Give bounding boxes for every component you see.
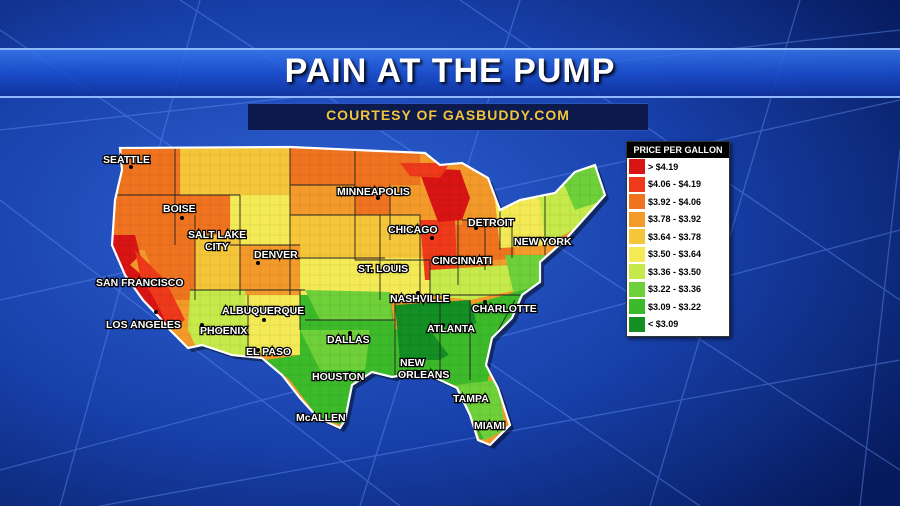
legend-label: > $4.19	[648, 161, 679, 172]
legend-label: $3.22 - $3.36	[648, 284, 702, 295]
city-label-san-francisco: SAN FRANCISCO	[96, 277, 184, 289]
legend-swatch	[629, 211, 645, 227]
legend-swatch	[629, 229, 645, 245]
legend-title: PRICE PER GALLON	[627, 142, 729, 158]
city-label-new-york: NEW YORK	[514, 236, 572, 248]
page-title: PAIN AT THE PUMP	[284, 52, 616, 90]
subtitle-bar	[248, 103, 648, 131]
legend-label: $3.36 - $3.50	[648, 266, 702, 277]
city-label-tampa: TAMPA	[453, 393, 489, 405]
city-label-detroit: DETROIT	[468, 217, 515, 229]
legend-swatch	[629, 264, 645, 280]
legend-item: $3.64 - $3.78	[627, 228, 729, 246]
legend-label: $3.50 - $3.64	[648, 249, 702, 260]
city-label-phoenix: PHOENIX	[200, 325, 247, 337]
city-label-el-paso: EL PASO	[246, 346, 291, 358]
legend-item: $3.09 - $3.22	[627, 298, 729, 316]
legend-item: < $3.09	[627, 316, 729, 334]
legend-label: $3.78 - $3.92	[648, 214, 702, 225]
city-label-atlanta: ATLANTA	[427, 323, 475, 335]
title-banner	[0, 48, 900, 98]
legend-item: $3.36 - $3.50	[627, 263, 729, 281]
city-label-cincinnati: CINCINNATI	[432, 255, 492, 267]
city-label-miami: MIAMI	[474, 420, 505, 432]
legend-swatch	[629, 316, 645, 332]
legend-label: $3.64 - $3.78	[648, 231, 702, 242]
legend-item: $4.06 - $4.19	[627, 176, 729, 194]
city-label-chicago: CHICAGO	[388, 224, 438, 236]
city-label-denver: DENVER	[254, 249, 298, 261]
city-label-new-orleans: NEW	[400, 357, 425, 369]
city-label-dallas: DALLAS	[327, 334, 370, 346]
city-label-salt-lake-city: SALT LAKE	[188, 229, 246, 241]
legend-item: > $4.19	[627, 158, 729, 176]
price-legend: PRICE PER GALLON > $4.19 $4.06 - $4.19 $3.…	[626, 141, 730, 337]
city-label-seattle: SEATTLE	[103, 154, 150, 166]
city-label-mcallen: McALLEN	[296, 412, 346, 424]
city-label-los-angeles: LOS ANGELES	[106, 319, 181, 331]
city-label-houston: HOUSTON	[312, 371, 364, 383]
city-label-charlotte: CHARLOTTE	[472, 303, 537, 315]
legend-swatch	[629, 159, 645, 175]
city-label-albuquerque: ALBUQUERQUE	[222, 305, 304, 317]
legend-swatch	[629, 246, 645, 262]
city-label-new-orleans-2: ORLEANS	[398, 369, 449, 381]
legend-label: < $3.09	[648, 319, 679, 330]
legend-swatch	[629, 281, 645, 297]
legend-label: $3.09 - $3.22	[648, 301, 702, 312]
city-label-salt-lake-city-2: CITY	[205, 241, 229, 253]
city-label-st-louis: ST. LOUIS	[358, 263, 408, 275]
page-subtitle: COURTESY OF GASBUDDY.COM	[326, 107, 570, 123]
legend-swatch	[629, 176, 645, 192]
legend-item: $3.92 - $4.06	[627, 193, 729, 211]
legend-item: $3.78 - $3.92	[627, 211, 729, 229]
city-label-boise: BOISE	[163, 203, 196, 215]
legend-label: $4.06 - $4.19	[648, 179, 702, 190]
legend-item: $3.22 - $3.36	[627, 281, 729, 299]
legend-swatch	[629, 194, 645, 210]
city-label-nashville: NASHVILLE	[390, 293, 450, 305]
city-label-minneapolis: MINNEAPOLIS	[337, 186, 410, 198]
legend-label: $3.92 - $4.06	[648, 196, 702, 207]
legend-swatch	[629, 299, 645, 315]
legend-item: $3.50 - $3.64	[627, 246, 729, 264]
